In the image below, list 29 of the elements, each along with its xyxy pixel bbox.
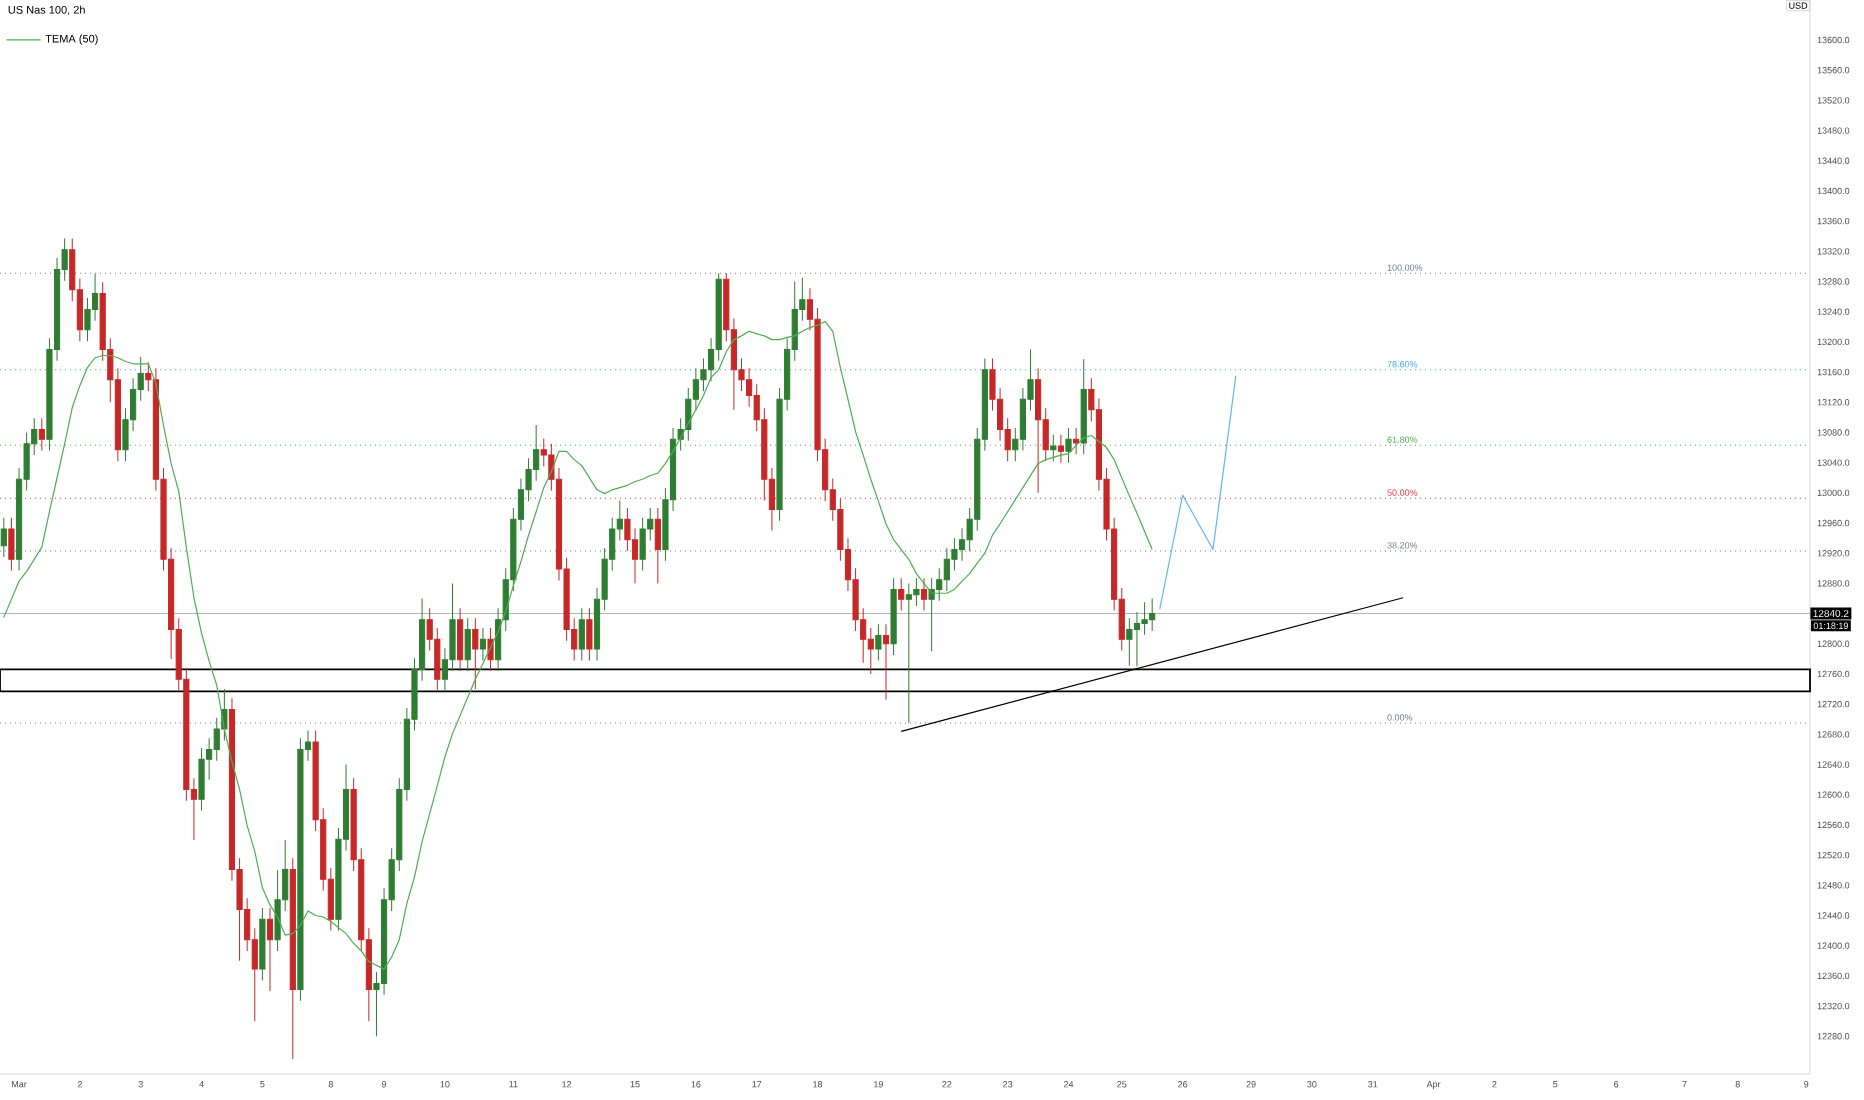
candlestick — [905, 582, 912, 724]
candlestick — [457, 607, 464, 672]
candlestick — [586, 607, 593, 661]
candlestick — [898, 577, 905, 612]
candlestick — [0, 517, 7, 558]
candlestick — [882, 623, 890, 701]
candlestick — [472, 617, 479, 690]
candlestick — [1035, 367, 1042, 494]
candlestick — [8, 517, 15, 572]
candlestick — [578, 607, 585, 661]
candlestick — [890, 577, 897, 656]
candlestick — [1057, 434, 1064, 464]
candlestick — [38, 417, 45, 452]
candlestick — [1126, 617, 1133, 667]
candlestick — [479, 627, 487, 661]
candlestick — [875, 623, 882, 661]
candlestick — [259, 907, 266, 981]
candlestick — [920, 577, 928, 612]
candlestick — [1073, 427, 1080, 455]
candlestick — [1050, 434, 1057, 462]
candlestick — [654, 507, 661, 584]
candlestick — [289, 857, 296, 1060]
candlestick — [266, 907, 274, 992]
candlestick — [1080, 358, 1087, 455]
candlestick — [297, 737, 304, 1002]
candlestick — [1065, 427, 1072, 464]
line-series — [1159, 375, 1237, 610]
candlestick — [1149, 598, 1156, 632]
candlestick — [464, 617, 471, 672]
